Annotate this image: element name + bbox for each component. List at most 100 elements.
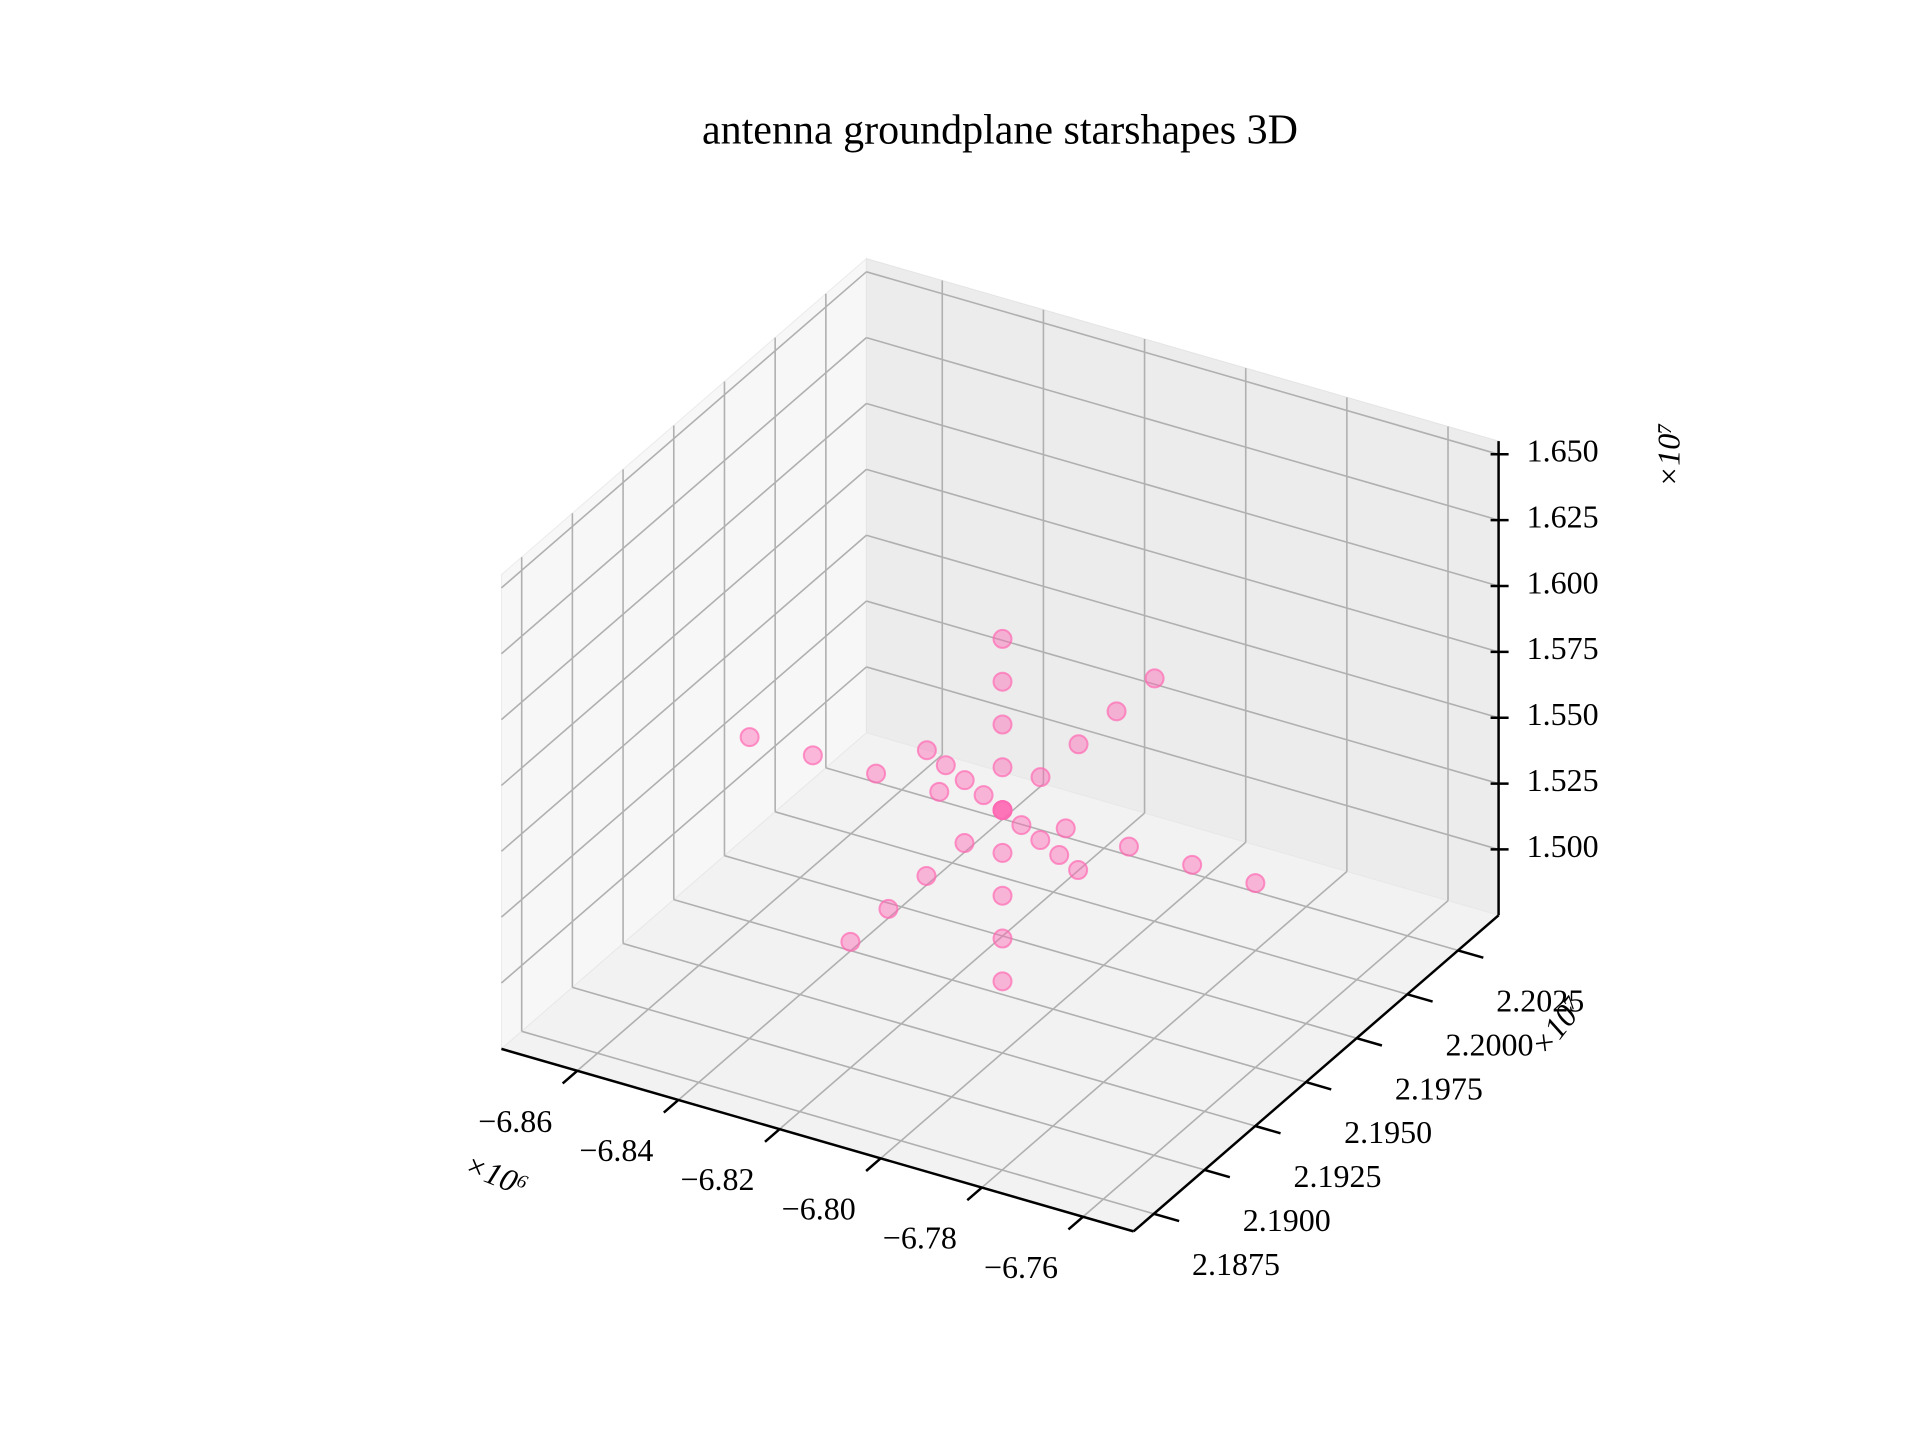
point [1106,701,1127,722]
grid-line [500,337,867,655]
z-tick-label: 1.575 [1527,630,1599,666]
point [878,898,899,919]
y-tick-label: 2.1975 [1395,1070,1483,1106]
point [916,740,937,761]
point [992,757,1013,778]
grid-line [622,942,1256,1127]
grid-line [866,600,1499,785]
point [1144,668,1165,689]
point [1011,815,1032,836]
y-tick [1254,1124,1281,1135]
point [1030,830,1051,851]
point [992,671,1013,692]
point [992,714,1013,735]
x-tick-label: −6.84 [579,1132,653,1168]
x-tick-label: −6.78 [883,1220,957,1256]
point [992,842,1013,863]
z-tick-label: 1.550 [1527,696,1599,732]
point [802,745,823,766]
y-tick-label: 2.1925 [1293,1158,1381,1194]
x-axis-line [501,1047,1134,1233]
y-tick [1204,1168,1231,1179]
point [840,931,861,952]
point [954,833,975,854]
z-tick-label: 1.600 [1527,564,1599,600]
x-tick-label: −6.80 [782,1190,856,1226]
z-tick-label: 1.650 [1527,433,1599,469]
point [1049,845,1070,866]
z-tick-label: 1.525 [1527,762,1599,798]
grid-line [866,666,1499,851]
grid-line [774,811,1408,996]
grid-line [521,1030,1155,1215]
point [1030,767,1051,788]
y-axis-line [1132,914,1500,1233]
z-tick-label: 1.625 [1527,499,1599,535]
x-tick-label: −6.86 [478,1103,552,1139]
point [1055,818,1076,839]
grid-line [572,986,1205,1171]
point [1068,859,1089,880]
chart-title: antenna groundplane starshapes 3D [702,108,1298,154]
point [1118,836,1139,857]
x-tick [663,1099,680,1114]
point [973,785,994,806]
grid-line [1082,900,1449,1218]
y-tick-label: 2.1875 [1192,1246,1280,1282]
point [1245,873,1266,894]
x-tick [764,1128,781,1143]
grid-line [866,271,1499,456]
y-tick [1457,949,1484,959]
grid-line [500,600,867,918]
point [992,971,1013,992]
grid-line [825,767,1459,952]
point [866,763,887,784]
grid-line [779,812,1146,1130]
grid-line [500,666,867,984]
point [916,865,937,886]
y-tick [1153,1212,1180,1223]
x-offset-label: ×10⁶ [460,1146,533,1204]
grid-line [724,854,1357,1039]
x-tick [966,1186,983,1202]
grid-line [673,898,1307,1083]
grid-line [677,783,1044,1101]
grid-line [500,271,867,589]
x-tick-label: −6.82 [680,1161,754,1197]
point [992,928,1013,949]
point [1068,734,1089,755]
point [954,770,975,791]
point [992,800,1013,821]
grid-line [866,468,1499,653]
y-tick-label: 2.1950 [1344,1114,1432,1150]
grid-line [500,468,867,787]
grid-line [576,754,943,1072]
grid-line [866,336,1499,521]
grid-line [500,534,867,852]
grid-line [866,534,1499,719]
x-tick-label: −6.76 [984,1249,1058,1285]
y-tick-label: 2.1900 [1243,1202,1331,1238]
grid-line [866,402,1499,587]
x-tick [561,1069,579,1085]
point [1182,854,1203,875]
y-tick [1406,993,1433,1003]
grid-line [981,870,1348,1189]
z-offset-label: ×10⁷ [1650,423,1686,488]
y-tick [1305,1080,1332,1091]
point [739,727,760,748]
point [992,628,1013,649]
z-tick-label: 1.500 [1527,828,1599,864]
point [929,781,950,802]
point [992,885,1013,906]
grid-line [880,841,1247,1159]
point [935,755,956,776]
y-tick-label: 2.2000 [1446,1026,1534,1062]
y-tick-label: 2.2025 [1496,982,1584,1018]
grid-line [500,402,867,721]
x-tick [1067,1215,1084,1231]
x-tick [865,1157,882,1172]
y-tick [1356,1036,1383,1047]
